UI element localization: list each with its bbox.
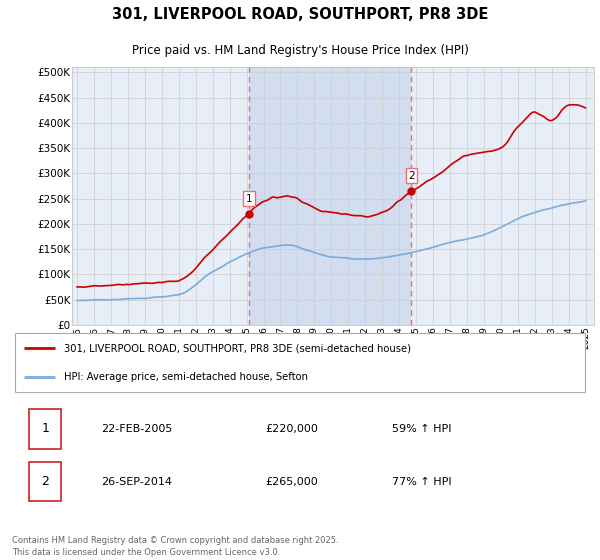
- Text: 2: 2: [41, 475, 49, 488]
- Text: 301, LIVERPOOL ROAD, SOUTHPORT, PR8 3DE: 301, LIVERPOOL ROAD, SOUTHPORT, PR8 3DE: [112, 7, 488, 22]
- Text: 301, LIVERPOOL ROAD, SOUTHPORT, PR8 3DE (semi-detached house): 301, LIVERPOOL ROAD, SOUTHPORT, PR8 3DE …: [64, 343, 411, 353]
- Bar: [249, 67, 412, 325]
- Text: 1: 1: [41, 422, 49, 436]
- Text: 2: 2: [408, 171, 415, 181]
- Text: Price paid vs. HM Land Registry's House Price Index (HPI): Price paid vs. HM Land Registry's House …: [131, 44, 469, 57]
- Text: 26-SEP-2014: 26-SEP-2014: [101, 477, 172, 487]
- Text: £265,000: £265,000: [265, 477, 318, 487]
- Text: HPI: Average price, semi-detached house, Sefton: HPI: Average price, semi-detached house,…: [64, 372, 308, 382]
- FancyBboxPatch shape: [29, 409, 61, 449]
- Text: 59% ↑ HPI: 59% ↑ HPI: [392, 424, 452, 434]
- Text: Contains HM Land Registry data © Crown copyright and database right 2025.
This d: Contains HM Land Registry data © Crown c…: [12, 536, 338, 557]
- Text: £220,000: £220,000: [265, 424, 319, 434]
- Text: 1: 1: [245, 194, 252, 203]
- FancyBboxPatch shape: [29, 462, 61, 501]
- Text: 22-FEB-2005: 22-FEB-2005: [101, 424, 173, 434]
- Text: 77% ↑ HPI: 77% ↑ HPI: [392, 477, 452, 487]
- FancyBboxPatch shape: [15, 333, 585, 392]
